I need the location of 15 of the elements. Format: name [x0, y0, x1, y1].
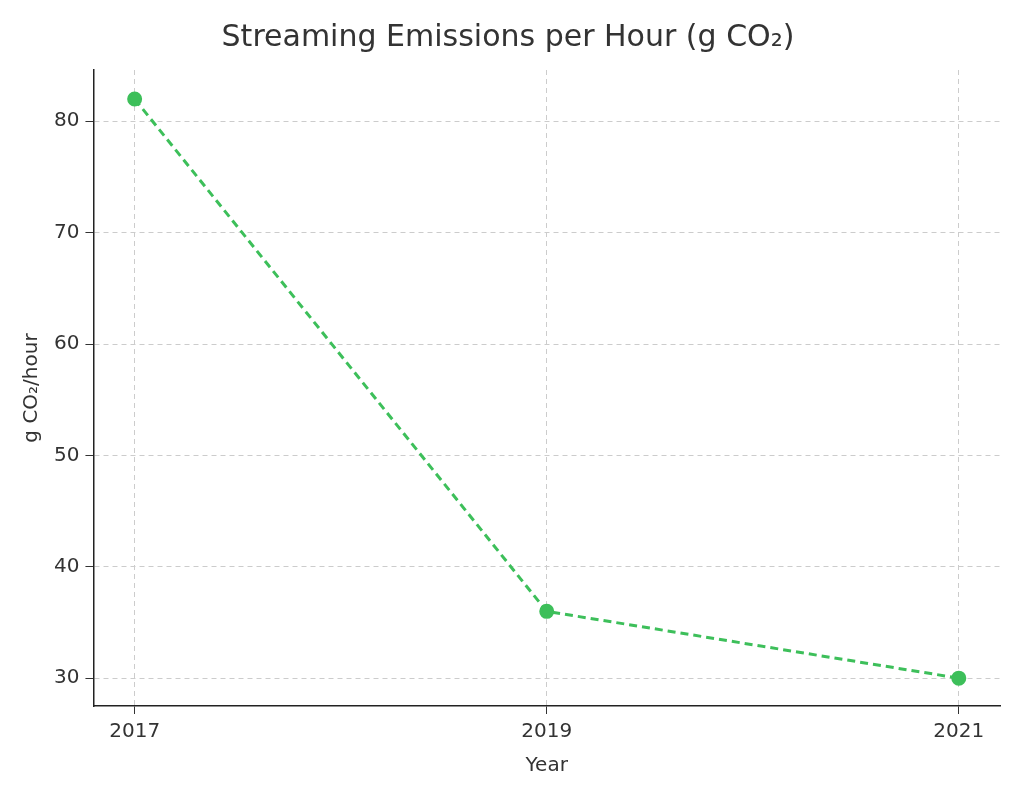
y-tick-label: 50 [54, 441, 80, 466]
x-tick-label: 2017 [109, 718, 161, 743]
x-tick-label: 2021 [933, 718, 985, 743]
y-tick-label: 80 [54, 107, 80, 132]
chart-title: Streaming Emissions per Hour (g CO₂) [221, 17, 795, 53]
x-axis-title: Year [524, 752, 569, 777]
point [539, 603, 555, 619]
point [951, 670, 967, 686]
y-tick-label: 40 [54, 552, 80, 577]
x-tick-label: 2019 [521, 718, 573, 743]
y-tick-label: 70 [54, 218, 80, 243]
y-tick-label: 30 [54, 664, 80, 689]
y-tick-label: 60 [54, 330, 80, 355]
point [127, 91, 143, 107]
y-axis-title: g CO₂/hour [18, 332, 43, 443]
